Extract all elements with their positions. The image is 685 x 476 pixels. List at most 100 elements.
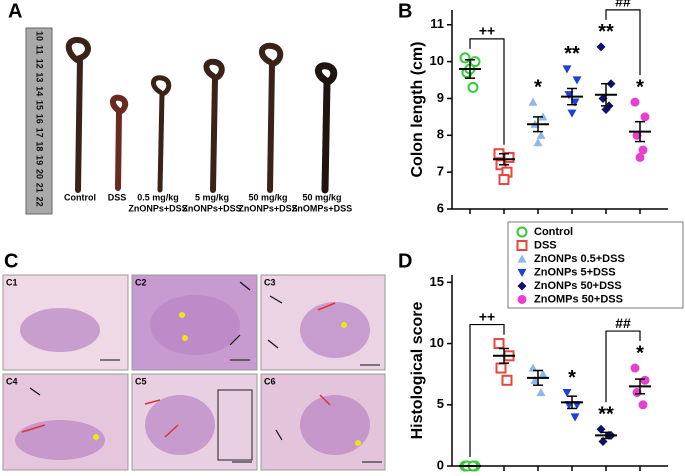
significance-label: ** [564,43,580,65]
y-tick-label: 7 [437,164,444,179]
photo-label: ZnONPs+DSS [182,203,241,213]
y-axis-label: Colon length (cm) [409,42,426,178]
photo-label: ZnONPs+DSS [128,203,187,213]
point [598,437,608,447]
ruler-label: 10 [35,31,45,41]
point [635,152,645,162]
histology-label: C5 [135,376,147,386]
point [528,97,538,106]
ruler-label: 12 [35,59,45,69]
point [459,52,471,64]
ruler [25,27,53,215]
point [495,362,507,374]
photo-label: 50 mg/kg [302,192,341,202]
point [536,388,546,397]
ruler-label: 18 [35,141,45,151]
y-tick-label: 5 [437,396,444,411]
ruler-label: 22 [35,197,45,207]
histology-label: C4 [6,376,18,386]
legend-marker [517,281,527,291]
legend-label: ZnONPs 50+DSS [534,280,622,292]
ruler-label: 21 [35,183,45,193]
photo-label: DSS [108,192,127,202]
bracket [605,9,641,76]
legend-label: Control [534,226,573,238]
y-tick-label: 8 [437,127,444,142]
photo-label: ZnOMPs+DSS [292,203,352,213]
legend-marker [517,268,527,277]
significance-label: * [568,367,576,389]
legend-label: ZnONPs 0.5+DSS [534,253,625,265]
legend-marker [516,240,528,251]
significance-label: ** [598,21,614,43]
ruler-label: 14 [35,86,45,96]
ruler-label: 13 [35,72,45,82]
colons [65,36,338,194]
y-tick-label: 10 [430,335,444,350]
histology-label: C2 [135,277,147,287]
photo-label: Control [64,192,96,202]
point [570,413,580,422]
point [567,109,577,118]
point [536,130,546,139]
point [640,112,650,122]
bracket-label: ++ [479,23,495,39]
point [630,97,640,107]
photo-label: 0.5 mg/kg [137,192,179,202]
bracket [469,323,505,457]
legend-marker [517,254,527,263]
point [501,374,513,386]
ruler-label: 19 [35,155,45,165]
point [630,363,640,373]
point [596,42,606,52]
legend-marker [516,226,528,238]
photo-label: ZnONPs+DSS [238,203,297,213]
y-tick-label: 9 [437,90,444,105]
bracket-label: ## [615,315,631,331]
y-axis-label: Histological score [409,301,426,439]
point [638,145,648,155]
legend-label: DSS [534,239,557,251]
histology-label: C6 [264,376,276,386]
legend-label: ZnOMPs 50+DSS [534,293,623,305]
significance-label: ** [598,404,614,426]
panel-label: A [8,0,22,22]
histology-label: C3 [264,277,276,287]
bracket-label: ++ [479,308,495,324]
ruler-label: 11 [35,45,45,55]
legend-box [507,221,684,309]
y-tick-label: 15 [430,274,444,289]
panel-label: D [398,250,412,272]
y-tick-label: 11 [430,16,444,31]
significance-label: * [636,76,644,98]
point [601,105,611,114]
photo-label: 50 mg/kg [248,192,287,202]
y-tick-label: 0 [437,457,444,472]
point [498,174,510,186]
bracket [469,38,505,145]
point [467,81,479,93]
bracket-label: ## [615,0,631,10]
y-tick-label: 10 [430,53,444,68]
point [640,375,650,385]
point [493,338,505,350]
point [533,138,543,147]
panel-label: C [4,250,18,272]
photo-label: 5 mg/kg [195,192,229,202]
point [538,369,548,378]
legend-label: ZnONPs 5+DSS [534,266,616,278]
bracket [605,330,641,403]
histology-images [2,274,386,471]
legend-marker [517,295,527,304]
y-tick-label: 6 [437,200,444,215]
point [562,388,572,398]
point [528,363,538,372]
point [596,424,606,434]
point [638,400,648,410]
panel-label: B [398,0,412,22]
significance-label: * [636,342,644,364]
ruler-label: 17 [35,128,45,138]
point [562,65,572,74]
ruler-label: 16 [35,114,45,124]
